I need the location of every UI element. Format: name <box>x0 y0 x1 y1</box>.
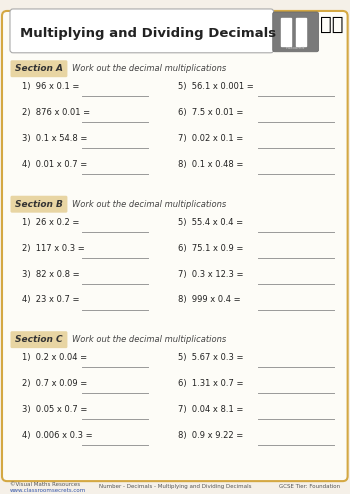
Text: 7)  0.04 x 8.1 =: 7) 0.04 x 8.1 = <box>178 405 243 414</box>
Text: 4)  23 x 0.7 =: 4) 23 x 0.7 = <box>22 295 79 304</box>
Text: 🧑‍🏫: 🧑‍🏫 <box>320 15 343 34</box>
Text: 5)  56.1 x 0.001 =: 5) 56.1 x 0.001 = <box>178 82 253 91</box>
Text: 4)  0.006 x 0.3 =: 4) 0.006 x 0.3 = <box>22 431 93 440</box>
FancyBboxPatch shape <box>10 331 68 348</box>
Text: Section A: Section A <box>15 64 63 73</box>
Text: 3)  0.05 x 0.7 =: 3) 0.05 x 0.7 = <box>22 405 88 414</box>
Text: 8)  999 x 0.4 =: 8) 999 x 0.4 = <box>178 295 240 304</box>
Text: 3)  82 x 0.8 =: 3) 82 x 0.8 = <box>22 270 79 279</box>
Text: 2)  0.7 x 0.09 =: 2) 0.7 x 0.09 = <box>22 379 87 388</box>
Text: Number - Decimals - Multiplying and Dividing Decimals: Number - Decimals - Multiplying and Divi… <box>99 484 251 489</box>
Text: 1)  0.2 x 0.04 =: 1) 0.2 x 0.04 = <box>22 353 87 362</box>
Bar <box>296 18 306 46</box>
Text: Multiplying and Dividing Decimals: Multiplying and Dividing Decimals <box>20 27 276 41</box>
Text: 1)  96 x 0.1 =: 1) 96 x 0.1 = <box>22 82 79 91</box>
Text: www.classroomsecrets.com: www.classroomsecrets.com <box>10 488 86 493</box>
Text: Work out the decimal multiplications: Work out the decimal multiplications <box>72 64 226 73</box>
Text: 5)  55.4 x 0.4 =: 5) 55.4 x 0.4 = <box>178 218 243 227</box>
Text: 6)  1.31 x 0.7 =: 6) 1.31 x 0.7 = <box>178 379 243 388</box>
Text: 7)  0.3 x 12.3 =: 7) 0.3 x 12.3 = <box>178 270 243 279</box>
Text: 5)  5.67 x 0.3 =: 5) 5.67 x 0.3 = <box>178 353 243 362</box>
Bar <box>281 18 291 46</box>
Text: ©Visual Maths Resources: ©Visual Maths Resources <box>10 482 80 487</box>
Text: 6)  75.1 x 0.9 =: 6) 75.1 x 0.9 = <box>178 244 243 252</box>
Text: 2)  117 x 0.3 =: 2) 117 x 0.3 = <box>22 244 85 252</box>
Text: 1)  26 x 0.2 =: 1) 26 x 0.2 = <box>22 218 79 227</box>
Text: nuzoomit: nuzoomit <box>286 46 305 50</box>
Text: 7)  0.02 x 0.1 =: 7) 0.02 x 0.1 = <box>178 134 243 143</box>
Text: 2)  876 x 0.01 =: 2) 876 x 0.01 = <box>22 108 90 117</box>
FancyBboxPatch shape <box>10 196 68 213</box>
Text: 3)  0.1 x 54.8 =: 3) 0.1 x 54.8 = <box>22 134 88 143</box>
Text: GCSE Tier: Foundation: GCSE Tier: Foundation <box>279 484 340 489</box>
Text: 6)  7.5 x 0.01 =: 6) 7.5 x 0.01 = <box>178 108 243 117</box>
FancyBboxPatch shape <box>10 60 68 77</box>
Text: Section C: Section C <box>15 335 63 344</box>
FancyBboxPatch shape <box>273 12 319 52</box>
FancyBboxPatch shape <box>2 11 348 481</box>
Text: 8)  0.9 x 9.22 =: 8) 0.9 x 9.22 = <box>178 431 243 440</box>
Text: Section B: Section B <box>15 200 63 208</box>
Text: 4)  0.01 x 0.7 =: 4) 0.01 x 0.7 = <box>22 160 87 169</box>
Text: 8)  0.1 x 0.48 =: 8) 0.1 x 0.48 = <box>178 160 243 169</box>
FancyBboxPatch shape <box>10 9 274 53</box>
Text: Work out the decimal multiplications: Work out the decimal multiplications <box>72 200 226 208</box>
Text: Work out the decimal multiplications: Work out the decimal multiplications <box>72 335 226 344</box>
